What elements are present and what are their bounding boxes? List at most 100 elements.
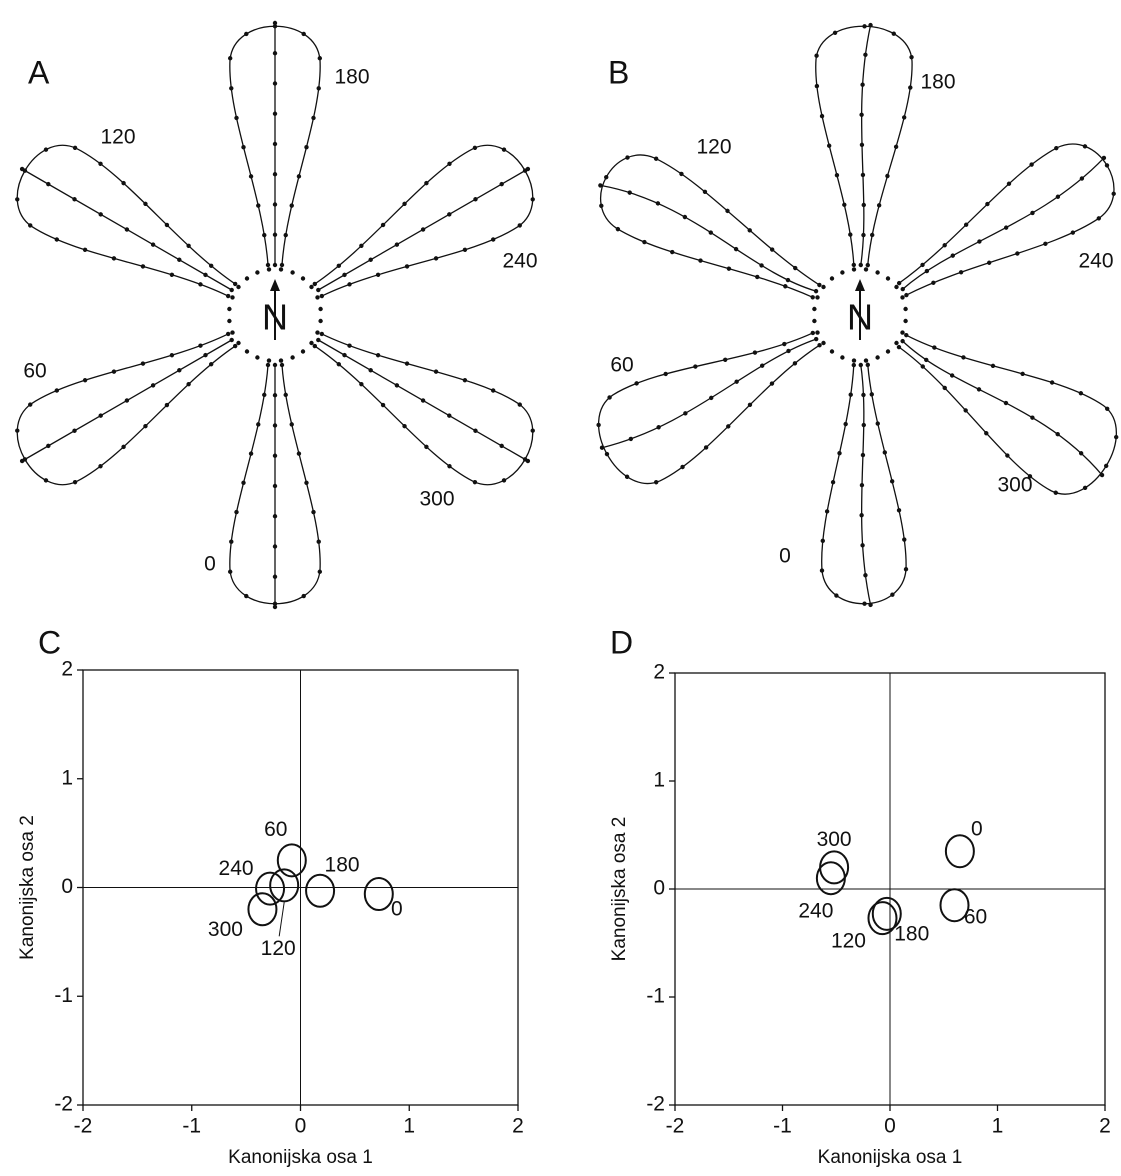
point-label: 180 [894, 922, 929, 945]
petal-dot [698, 258, 703, 263]
petal-dot [404, 264, 410, 269]
petal-dot [904, 332, 909, 338]
petal-dot [851, 362, 856, 368]
ring-dot [236, 340, 241, 346]
petal [312, 331, 535, 486]
ring-dot [266, 358, 272, 363]
ring-dot [236, 284, 241, 290]
petal-dot [1006, 181, 1012, 186]
petal-dot [289, 203, 294, 208]
petal-dot [225, 293, 231, 299]
petal-dot [984, 430, 989, 436]
petal-dot [359, 381, 364, 387]
petal [227, 362, 323, 610]
petal-dot [150, 383, 156, 388]
petal-dot [404, 361, 410, 366]
petal-dot [924, 357, 929, 363]
ring-dot [840, 355, 845, 360]
petal-dot [28, 402, 33, 407]
petal-dot [1049, 380, 1055, 385]
petal-dot [843, 421, 848, 427]
petal-label: 240 [502, 250, 537, 273]
petal-dot [402, 201, 407, 207]
petal-dot [1055, 431, 1060, 437]
group-centroid [247, 892, 278, 927]
petal-dot [272, 141, 278, 147]
petal-dot [82, 247, 88, 253]
petal-dot [891, 31, 896, 36]
petal-dot [140, 264, 146, 269]
ring-dot [255, 355, 260, 360]
petal-dot [72, 145, 78, 151]
petal-dot [733, 246, 739, 252]
petal-dot [1029, 162, 1034, 167]
petal-dot [225, 331, 231, 337]
petal-dot [279, 362, 285, 368]
petal-dot [462, 247, 468, 253]
point-label: 120 [261, 937, 296, 960]
petal-dot [834, 172, 840, 178]
petal-dot [1030, 210, 1035, 216]
petal-dot [234, 115, 239, 121]
petal-dot [656, 425, 661, 430]
petal-dot [624, 474, 630, 479]
petal-dot [272, 604, 278, 610]
petal-dot [272, 81, 278, 86]
petal-dot [607, 395, 612, 400]
group-centroid [819, 850, 850, 885]
petal-dot [896, 344, 902, 350]
petal-dot [1003, 225, 1009, 230]
petal-dot [316, 86, 321, 91]
ring-dot [875, 270, 880, 275]
petal-dot [977, 239, 982, 244]
petal-dot [1030, 415, 1035, 420]
petal-dot [124, 398, 130, 403]
petal [819, 362, 909, 608]
petal-dot [1103, 463, 1109, 469]
petal-midline [860, 24, 872, 266]
petal-dot [900, 338, 905, 344]
ring-dot [815, 330, 820, 335]
ring-dot [318, 306, 323, 312]
chart: C -2 -1 0 1 2 -2 -1 0 1 2 Kanonijska osa 1 Kanonijsk… [17, 624, 524, 1168]
petal-dot [709, 395, 714, 401]
ring-dot [244, 349, 250, 354]
petal-dot [628, 436, 634, 442]
petal-dot [1079, 176, 1085, 181]
petal-dot [963, 408, 968, 413]
petal-dot [272, 601, 278, 606]
petal-dot [1113, 434, 1119, 440]
petal-label: 180 [920, 71, 955, 94]
ring-dot [812, 306, 817, 312]
petal-dot [663, 371, 668, 377]
petal-dot [920, 364, 925, 369]
point-label: 120 [831, 930, 866, 953]
petal-dot [229, 287, 234, 293]
petal-dot [634, 381, 639, 386]
petal-dot [472, 479, 478, 485]
petal-dot [903, 567, 909, 572]
petal-dot [1101, 155, 1107, 161]
ring-dot [244, 276, 250, 281]
petal-dot [490, 237, 496, 242]
petal-dot [283, 392, 288, 398]
petal-dot [316, 337, 321, 343]
y-tick-label: -1 [646, 985, 665, 1008]
ring-dot [278, 267, 284, 272]
petal-dot [834, 593, 839, 598]
petal-dot [851, 262, 856, 268]
petal-dot [885, 173, 890, 179]
petal-dot [817, 343, 822, 348]
petal-dot [98, 212, 103, 217]
petal-dot [810, 330, 816, 336]
petal-label: 120 [100, 126, 135, 149]
petal-dot [177, 257, 182, 262]
ring-dot [840, 270, 845, 275]
y-tick-label: 0 [653, 877, 665, 900]
petal-dot [336, 263, 342, 268]
petal-dot [244, 593, 249, 599]
point-label: 0 [391, 898, 403, 921]
petal-dot [1096, 216, 1101, 221]
petal-dot [490, 388, 496, 393]
